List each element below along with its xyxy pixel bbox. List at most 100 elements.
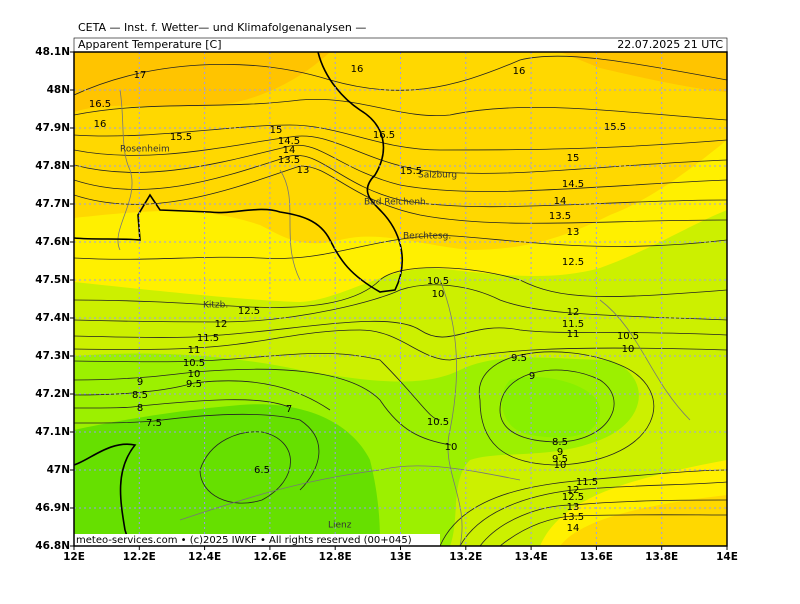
contour-line [479,499,727,546]
contour-label: 13 [297,165,310,176]
contour-label: 16 [94,119,107,130]
lon-tick-label: 12.4E [188,551,221,563]
lat-tick-label: 48N [47,84,70,96]
contour-line [459,481,727,546]
lon-tick-label: 12.6E [253,551,286,563]
contour-line [74,165,727,224]
contour-label: 15.5 [170,132,192,143]
contour-label: 14 [283,145,296,156]
contour-label: 13.5 [549,211,571,222]
place-label: Berchtesg. [403,232,451,242]
lon-tick-label: 12E [63,551,85,563]
datetime: 22.07.2025 21 UTC [617,38,723,51]
lat-tick-label: 47.1N [35,426,70,438]
footer-box [74,534,440,546]
contour-label: 8.5 [552,437,568,448]
contour-line [499,514,727,546]
contour-label: 15 [270,125,283,136]
contour-label: 9.5 [511,353,527,364]
zone [501,376,600,438]
contour-label: 12 [567,485,580,496]
contour-label: 10.5 [183,358,205,369]
border [74,52,403,293]
contour-label: 11.5 [197,333,219,344]
footer: meteo-services.com • (c)2025 IWKF • All … [76,535,412,546]
contour-label: 15.5 [400,166,422,177]
contour-label: 9 [137,377,143,388]
contour-label: 10 [432,289,445,300]
contour-label: 12.5 [562,257,584,268]
contour-line [74,399,290,409]
zone [560,52,727,92]
contour-label: 10 [445,442,458,453]
contour-label: 12.5 [562,492,584,503]
lon-tick-label: 13.8E [645,551,678,563]
contour-line [199,431,291,504]
lon-tick-label: 12.2E [123,551,156,563]
lon-tick-label: 13.2E [449,551,482,563]
place-label: Lienz [328,521,352,531]
contour-line [478,351,655,466]
lat-tick-label: 47.2N [35,388,70,400]
contour-label: 13.5 [562,512,584,523]
contour-label: 14.5 [562,179,584,190]
lat-tick-label: 47.9N [35,122,70,134]
contour-label: 11 [188,345,201,356]
contour-line [74,320,727,338]
contour-label: 9.5 [186,379,202,390]
river [117,89,691,546]
contour-label: 13 [567,227,580,238]
contour-line [74,329,727,361]
contour-label: 16.5 [89,99,111,110]
lat-tick-label: 47N [47,464,70,476]
contour-label: 10 [554,460,567,471]
contour-label: 7.5 [146,418,162,429]
lat-tick-label: 48.1N [35,46,70,58]
lon-tick-label: 13E [390,551,412,563]
contour-label: 8 [137,403,143,414]
border [74,443,137,546]
contour-label: 7 [286,404,292,415]
source-title: CETA — Inst. f. Wetter— und Klimafolgena… [78,21,366,34]
contour-label: 15.5 [604,122,626,133]
contour-label: 9 [557,447,563,458]
lon-tick-label: 13.4E [515,551,548,563]
contour-label: 14 [554,196,567,207]
contour-label: 12 [567,307,580,318]
lat-tick-label: 47.5N [35,274,70,286]
zone [74,404,380,546]
place-label: Bad Reichenh. [364,198,429,208]
place-label: Salzburg [418,171,457,181]
contour-line [74,124,727,151]
lat-tick-label: 47.6N [35,236,70,248]
contour-label: 16 [513,66,526,77]
contour-label: 11.5 [576,477,598,488]
contour-label: 14 [567,523,580,534]
lat-tick-label: 47.7N [35,198,70,210]
lat-tick-label: 46.8N [35,540,70,552]
contour-line [74,234,727,260]
contour-line [74,413,320,491]
field: meteo-services.com • (c)2025 IWKF • All … [74,52,727,546]
contour-label: 15 [567,153,580,164]
contour-label: 12.5 [238,306,260,317]
contour-line [74,144,727,192]
lat-tick-label: 46.9N [35,502,70,514]
contour-label: 16 [351,64,364,75]
contour-label: 8.5 [132,390,148,401]
contour-line [74,284,727,323]
lon-tick-label: 12.8E [319,551,352,563]
lon-tick-label: 13.6E [580,551,613,563]
contour-label: 10.5 [427,276,449,287]
contour-line [74,353,441,421]
parameter-title: Apparent Temperature [C] [78,38,222,51]
place-label: Kitzb. [203,301,228,311]
lat-tick-label: 47.4N [35,312,70,324]
contour-label: 10.5 [617,331,639,342]
contour-label: 13.5 [278,155,300,166]
contour-line [74,135,727,174]
contour-label: 9 [529,371,535,382]
contour-label: 11.5 [562,319,584,330]
contour-line [74,98,727,121]
